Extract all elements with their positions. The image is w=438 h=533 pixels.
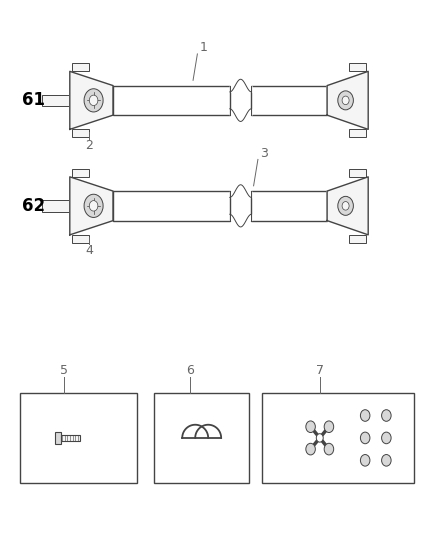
Text: 61: 61 — [22, 91, 45, 109]
Bar — [262, 393, 413, 483]
Bar — [349, 130, 366, 138]
Circle shape — [360, 455, 370, 466]
Text: 62: 62 — [22, 197, 46, 215]
Bar — [72, 235, 89, 243]
Circle shape — [342, 96, 349, 104]
Bar — [154, 393, 249, 483]
Polygon shape — [70, 177, 113, 235]
Circle shape — [89, 95, 98, 106]
Bar — [20, 393, 137, 483]
Bar — [349, 63, 366, 71]
Circle shape — [84, 194, 103, 217]
Bar — [251, 191, 327, 221]
Text: 5: 5 — [60, 365, 68, 377]
Text: 6: 6 — [186, 365, 194, 377]
Bar — [113, 191, 230, 221]
Circle shape — [381, 410, 391, 421]
Bar — [349, 235, 366, 243]
Text: 2: 2 — [85, 139, 93, 152]
Circle shape — [360, 410, 370, 421]
Circle shape — [89, 200, 98, 211]
Bar — [72, 169, 89, 177]
Circle shape — [342, 201, 349, 210]
Circle shape — [324, 421, 334, 433]
Bar — [72, 130, 89, 138]
Text: 1: 1 — [200, 41, 208, 54]
Bar — [72, 63, 89, 71]
Polygon shape — [327, 177, 368, 235]
Circle shape — [324, 443, 334, 455]
Polygon shape — [327, 71, 368, 130]
Bar — [42, 94, 70, 106]
Circle shape — [84, 89, 103, 112]
Circle shape — [338, 196, 353, 215]
Text: 3: 3 — [260, 147, 268, 159]
Circle shape — [381, 432, 391, 443]
Text: 4: 4 — [85, 244, 93, 257]
Bar — [42, 200, 70, 212]
Polygon shape — [70, 71, 113, 130]
Circle shape — [306, 421, 315, 433]
Bar — [113, 86, 230, 115]
Bar — [61, 435, 80, 441]
Bar — [251, 86, 327, 115]
Circle shape — [306, 443, 315, 455]
Circle shape — [360, 432, 370, 443]
Bar — [55, 432, 61, 444]
Bar — [349, 169, 366, 177]
Circle shape — [338, 91, 353, 110]
Circle shape — [381, 455, 391, 466]
Circle shape — [316, 434, 323, 442]
Text: 7: 7 — [316, 365, 324, 377]
